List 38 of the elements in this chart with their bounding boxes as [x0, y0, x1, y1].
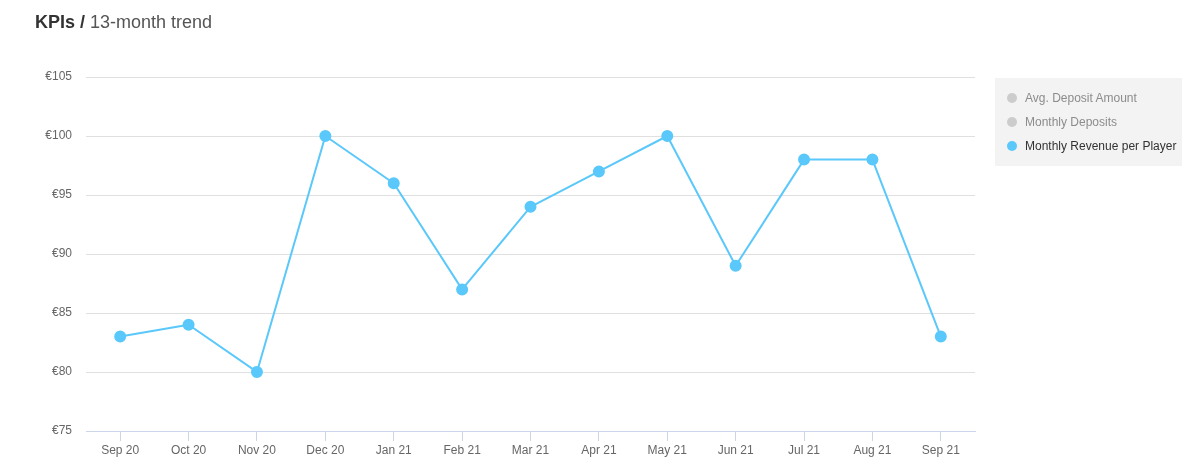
- point: [182, 318, 195, 331]
- x-tick-label: Jun 21: [717, 442, 754, 457]
- y-tick-label: €75: [51, 423, 73, 438]
- chart-title: KPIs /: [35, 12, 86, 32]
- x-tick-label: Sep 20: [101, 442, 140, 457]
- x-tick-label: Jan 21: [375, 442, 413, 457]
- y-tick-label: €95: [51, 187, 73, 202]
- x-tick-label: Oct 20: [170, 442, 207, 457]
- point: [456, 283, 469, 296]
- x-tick-label: Sep 21: [921, 442, 961, 457]
- x-tick-label: Apr 21: [581, 442, 617, 457]
- chart-subtitle: 13-month trend: [89, 12, 213, 32]
- y-tick-label: €100: [45, 128, 73, 143]
- y-tick-label: €80: [51, 364, 73, 379]
- x-tick-label: Jul 21: [788, 442, 821, 457]
- point: [114, 330, 127, 343]
- point: [387, 177, 400, 190]
- x-tick-label: Mar 21: [511, 442, 550, 457]
- x-tick-label: Nov 20: [237, 442, 277, 457]
- legend-label: Avg. Deposit Amount: [1025, 91, 1137, 105]
- y-tick-label: €105: [45, 69, 73, 84]
- point: [729, 259, 742, 272]
- x-tick-label: May 21: [647, 442, 688, 457]
- legend-label: Monthly Deposits: [1025, 115, 1118, 129]
- point: [661, 130, 674, 142]
- point: [524, 200, 537, 213]
- point: [592, 165, 605, 178]
- x-tick-label: Aug 21: [853, 442, 892, 457]
- y-tick-label: €85: [51, 305, 73, 320]
- point: [934, 330, 947, 343]
- x-tick-label: Dec 20: [306, 442, 345, 457]
- point: [798, 153, 811, 166]
- x-tick-label: Feb 21: [443, 442, 482, 457]
- point: [319, 130, 332, 142]
- point: [250, 366, 263, 378]
- point: [866, 153, 879, 166]
- y-tick-label: €90: [51, 246, 73, 261]
- legend-label: Monthly Revenue per Player: [1025, 139, 1177, 153]
